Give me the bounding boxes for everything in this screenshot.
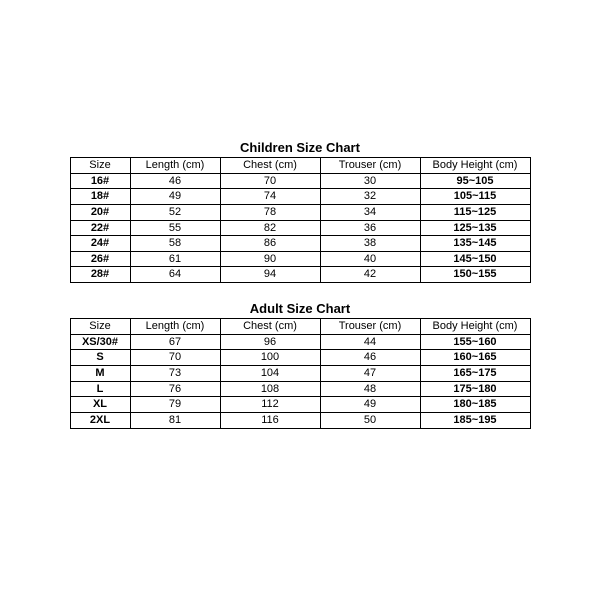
cell-value: 82 bbox=[220, 220, 320, 236]
col-bodyheight: Body Height (cm) bbox=[420, 319, 530, 335]
cell-size: L bbox=[70, 381, 130, 397]
table-row: 26#619040145~150 bbox=[70, 251, 530, 267]
table-header-row: Size Length (cm) Chest (cm) Trouser (cm)… bbox=[70, 319, 530, 335]
cell-bodyheight: 160~165 bbox=[420, 350, 530, 366]
cell-value: 30 bbox=[320, 173, 420, 189]
cell-value: 74 bbox=[220, 189, 320, 205]
cell-value: 61 bbox=[130, 251, 220, 267]
cell-value: 46 bbox=[320, 350, 420, 366]
cell-value: 55 bbox=[130, 220, 220, 236]
table-row: 20#527834115~125 bbox=[70, 204, 530, 220]
children-size-table: Size Length (cm) Chest (cm) Trouser (cm)… bbox=[70, 157, 531, 283]
children-chart-title: Children Size Chart bbox=[70, 140, 531, 155]
children-table-body: 16#46703095~10518#497432105~11520#527834… bbox=[70, 173, 530, 282]
cell-bodyheight: 95~105 bbox=[420, 173, 530, 189]
cell-value: 44 bbox=[320, 334, 420, 350]
table-row: S7010046160~165 bbox=[70, 350, 530, 366]
adult-chart-title: Adult Size Chart bbox=[70, 301, 531, 316]
cell-value: 34 bbox=[320, 204, 420, 220]
col-bodyheight: Body Height (cm) bbox=[420, 158, 530, 174]
table-row: 28#649442150~155 bbox=[70, 267, 530, 283]
cell-value: 49 bbox=[130, 189, 220, 205]
cell-bodyheight: 150~155 bbox=[420, 267, 530, 283]
table-row: M7310447165~175 bbox=[70, 366, 530, 382]
cell-bodyheight: 135~145 bbox=[420, 236, 530, 252]
cell-value: 48 bbox=[320, 381, 420, 397]
cell-size: XL bbox=[70, 397, 130, 413]
col-length: Length (cm) bbox=[130, 158, 220, 174]
table-row: 18#497432105~115 bbox=[70, 189, 530, 205]
col-size: Size bbox=[70, 319, 130, 335]
cell-value: 104 bbox=[220, 366, 320, 382]
cell-size: 26# bbox=[70, 251, 130, 267]
cell-value: 58 bbox=[130, 236, 220, 252]
col-trouser: Trouser (cm) bbox=[320, 319, 420, 335]
table-row: XL7911249180~185 bbox=[70, 397, 530, 413]
cell-bodyheight: 115~125 bbox=[420, 204, 530, 220]
cell-size: 16# bbox=[70, 173, 130, 189]
cell-value: 81 bbox=[130, 412, 220, 428]
cell-bodyheight: 155~160 bbox=[420, 334, 530, 350]
col-chest: Chest (cm) bbox=[220, 319, 320, 335]
cell-value: 116 bbox=[220, 412, 320, 428]
col-size: Size bbox=[70, 158, 130, 174]
adult-size-table: Size Length (cm) Chest (cm) Trouser (cm)… bbox=[70, 318, 531, 428]
table-row: XS/30#679644155~160 bbox=[70, 334, 530, 350]
page-container: Children Size Chart Size Length (cm) Che… bbox=[0, 0, 600, 600]
table-row: 22#558236125~135 bbox=[70, 220, 530, 236]
cell-bodyheight: 185~195 bbox=[420, 412, 530, 428]
cell-value: 32 bbox=[320, 189, 420, 205]
cell-value: 49 bbox=[320, 397, 420, 413]
table-row: 24#588638135~145 bbox=[70, 236, 530, 252]
table-row: 2XL8111650185~195 bbox=[70, 412, 530, 428]
cell-value: 47 bbox=[320, 366, 420, 382]
table-row: L7610848175~180 bbox=[70, 381, 530, 397]
cell-bodyheight: 165~175 bbox=[420, 366, 530, 382]
cell-bodyheight: 105~115 bbox=[420, 189, 530, 205]
table-row: 16#46703095~105 bbox=[70, 173, 530, 189]
cell-size: M bbox=[70, 366, 130, 382]
cell-value: 70 bbox=[130, 350, 220, 366]
cell-value: 40 bbox=[320, 251, 420, 267]
cell-value: 112 bbox=[220, 397, 320, 413]
cell-size: 20# bbox=[70, 204, 130, 220]
col-length: Length (cm) bbox=[130, 319, 220, 335]
cell-size: S bbox=[70, 350, 130, 366]
cell-value: 76 bbox=[130, 381, 220, 397]
cell-size: 24# bbox=[70, 236, 130, 252]
cell-value: 36 bbox=[320, 220, 420, 236]
cell-size: 28# bbox=[70, 267, 130, 283]
cell-size: 22# bbox=[70, 220, 130, 236]
cell-value: 86 bbox=[220, 236, 320, 252]
adult-chart-block: Adult Size Chart Size Length (cm) Chest … bbox=[70, 301, 531, 428]
cell-value: 42 bbox=[320, 267, 420, 283]
cell-value: 79 bbox=[130, 397, 220, 413]
cell-value: 38 bbox=[320, 236, 420, 252]
cell-size: 18# bbox=[70, 189, 130, 205]
cell-value: 108 bbox=[220, 381, 320, 397]
cell-value: 100 bbox=[220, 350, 320, 366]
cell-value: 73 bbox=[130, 366, 220, 382]
children-chart-block: Children Size Chart Size Length (cm) Che… bbox=[70, 140, 531, 283]
cell-value: 64 bbox=[130, 267, 220, 283]
table-header-row: Size Length (cm) Chest (cm) Trouser (cm)… bbox=[70, 158, 530, 174]
cell-value: 70 bbox=[220, 173, 320, 189]
cell-value: 67 bbox=[130, 334, 220, 350]
cell-bodyheight: 180~185 bbox=[420, 397, 530, 413]
cell-value: 90 bbox=[220, 251, 320, 267]
cell-value: 46 bbox=[130, 173, 220, 189]
cell-value: 94 bbox=[220, 267, 320, 283]
col-trouser: Trouser (cm) bbox=[320, 158, 420, 174]
cell-size: XS/30# bbox=[70, 334, 130, 350]
cell-size: 2XL bbox=[70, 412, 130, 428]
cell-bodyheight: 125~135 bbox=[420, 220, 530, 236]
adult-table-body: XS/30#679644155~160S7010046160~165M73104… bbox=[70, 334, 530, 428]
col-chest: Chest (cm) bbox=[220, 158, 320, 174]
cell-bodyheight: 175~180 bbox=[420, 381, 530, 397]
cell-value: 96 bbox=[220, 334, 320, 350]
cell-value: 50 bbox=[320, 412, 420, 428]
cell-bodyheight: 145~150 bbox=[420, 251, 530, 267]
cell-value: 52 bbox=[130, 204, 220, 220]
cell-value: 78 bbox=[220, 204, 320, 220]
